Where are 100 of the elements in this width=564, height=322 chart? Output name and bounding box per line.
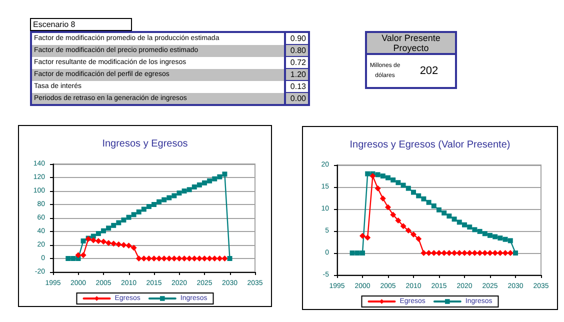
point [172, 193, 177, 198]
point [365, 171, 370, 176]
point [360, 250, 365, 256]
point [508, 238, 513, 244]
point [406, 186, 411, 191]
point [360, 232, 366, 239]
point [227, 256, 232, 261]
point [111, 222, 116, 228]
text: 202 [418, 65, 440, 77]
point [467, 224, 472, 230]
point [488, 232, 492, 238]
point [426, 200, 432, 205]
point [120, 242, 127, 248]
point [420, 250, 427, 256]
point [426, 250, 432, 256]
point [95, 238, 102, 244]
point [354, 250, 360, 256]
point [451, 250, 458, 256]
point [181, 256, 188, 262]
point [216, 256, 223, 262]
point [390, 212, 396, 218]
point [385, 204, 391, 210]
point [482, 231, 488, 236]
point [96, 231, 101, 236]
point [462, 222, 467, 228]
point [472, 250, 478, 256]
point [380, 195, 386, 202]
chart-title: Ingresos y Egresos [102, 138, 188, 150]
point [90, 234, 96, 239]
point [176, 190, 182, 196]
point [502, 236, 508, 242]
point [442, 210, 447, 216]
point [176, 256, 182, 262]
point [106, 226, 112, 231]
point [186, 256, 192, 262]
point [370, 173, 376, 179]
point [364, 234, 371, 241]
point [106, 240, 112, 246]
point [171, 256, 178, 262]
point [436, 250, 442, 256]
text: 1.20 [285, 68, 309, 80]
point [110, 240, 117, 247]
point [477, 228, 482, 234]
point [70, 256, 76, 261]
point [431, 203, 436, 208]
point [497, 250, 504, 256]
point [487, 250, 493, 256]
point [80, 238, 86, 244]
point [375, 172, 380, 178]
point [212, 176, 218, 182]
point [136, 256, 142, 262]
point [222, 172, 228, 177]
point [462, 250, 468, 256]
point [186, 187, 192, 192]
point [386, 175, 390, 180]
point [446, 250, 452, 256]
point [90, 237, 96, 244]
point [166, 195, 172, 200]
point [207, 178, 212, 184]
point [116, 220, 122, 226]
point [513, 250, 518, 256]
point [162, 197, 167, 202]
point [100, 238, 106, 245]
point [146, 204, 152, 210]
point [405, 228, 412, 234]
point [390, 177, 396, 182]
point [152, 202, 156, 207]
text: Valor Presente Proyecto [367, 33, 455, 55]
point [374, 185, 381, 192]
point [410, 232, 416, 238]
point [126, 214, 132, 220]
point [182, 188, 187, 194]
point [80, 252, 86, 258]
point [456, 220, 462, 225]
text: 0.80 [285, 44, 309, 56]
point [502, 250, 508, 256]
point [126, 242, 132, 249]
point [472, 227, 478, 232]
point [498, 236, 503, 241]
point [66, 256, 71, 261]
point [421, 196, 426, 202]
point [196, 182, 202, 188]
point [141, 206, 146, 212]
point [400, 223, 406, 230]
point [400, 182, 406, 188]
point [192, 184, 197, 190]
point [151, 256, 157, 262]
point [380, 174, 386, 178]
point [130, 244, 137, 251]
point [476, 250, 483, 256]
point [116, 241, 122, 248]
point [136, 209, 142, 214]
point [121, 218, 126, 223]
text: 0.72 [285, 56, 309, 68]
point [492, 234, 498, 240]
point [452, 216, 457, 222]
point [395, 217, 402, 224]
text: 0.90 [285, 32, 309, 44]
text: Escenario 8 [30, 18, 132, 31]
point [166, 256, 172, 262]
